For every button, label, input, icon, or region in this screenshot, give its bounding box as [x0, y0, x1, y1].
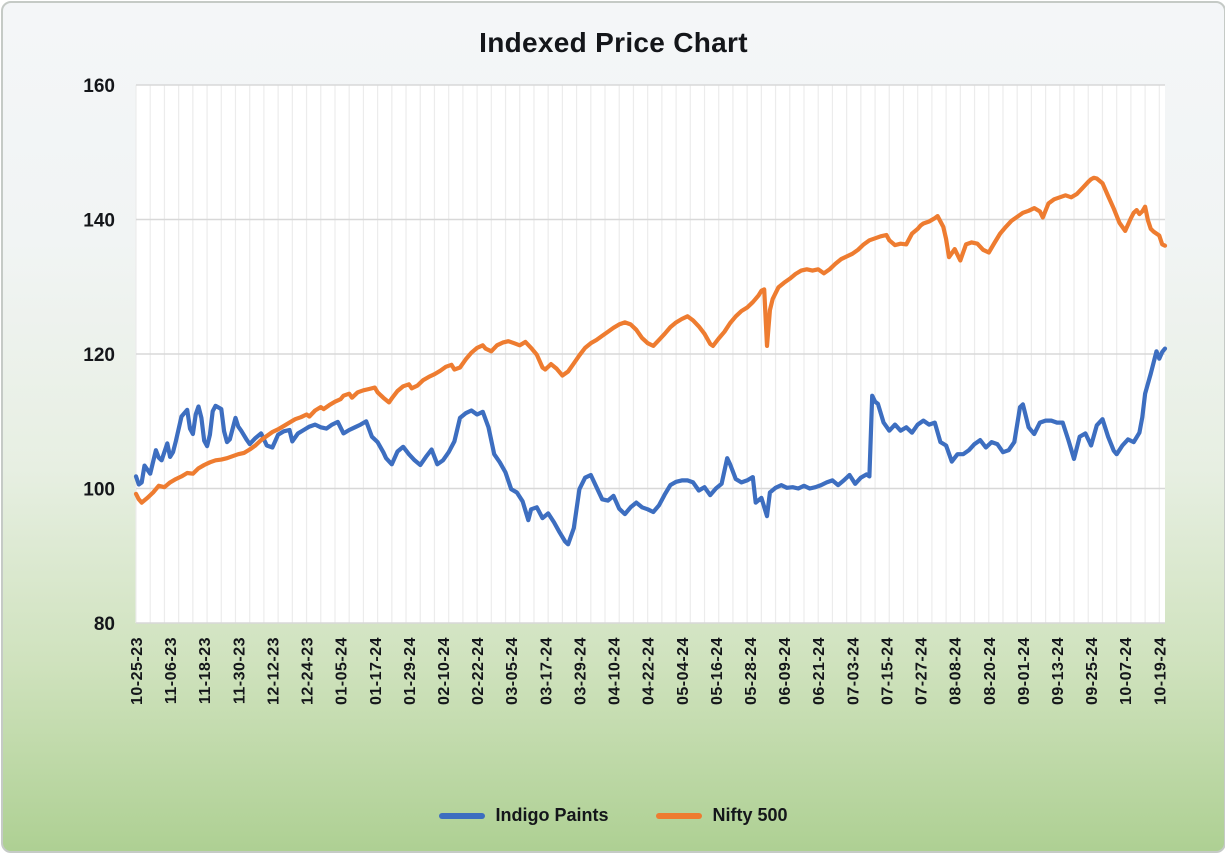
y-axis-tick-label: 140	[83, 211, 115, 232]
legend-label-indigo-paints: Indigo Paints	[495, 805, 609, 825]
legend-item-indigo-paints: Indigo Paints	[439, 805, 608, 826]
x-axis-tick-label: 08-20-24	[982, 637, 999, 705]
x-axis-tick-label: 04-10-24	[607, 637, 624, 705]
legend-swatch-nifty-500	[656, 812, 703, 819]
x-axis-tick-label: 06-09-24	[777, 637, 794, 705]
x-axis-tick-label: 03-17-24	[538, 637, 555, 705]
x-axis-tick-label: 12-24-23	[300, 637, 317, 705]
x-axis-tick-label: 07-27-24	[914, 637, 931, 705]
x-axis-tick-label: 12-12-23	[265, 637, 282, 705]
x-axis-tick-label: 07-15-24	[879, 637, 896, 705]
series-line-nifty-500	[133, 175, 1168, 505]
x-axis-tick-label: 11-30-23	[231, 637, 248, 704]
legend-swatch-indigo-paints	[439, 812, 486, 819]
x-axis-tick-label: 08-08-24	[948, 637, 965, 705]
x-axis-tick-label: 03-29-24	[572, 637, 589, 705]
x-axis-tick-label: 06-21-24	[811, 637, 828, 705]
x-axis-tick-label: 03-05-24	[504, 637, 521, 705]
x-axis-tick-label: 11-06-23	[163, 637, 180, 704]
x-axis-tick-label: 09-25-24	[1084, 637, 1101, 705]
series-line-indigo-paints	[133, 346, 1168, 547]
legend-label-nifty-500: Nifty 500	[712, 805, 788, 825]
chart-title: Indexed Price Chart	[479, 27, 748, 58]
x-axis-tick-label: 09-13-24	[1050, 637, 1067, 705]
legend: Indigo Paints Nifty 500	[3, 805, 1224, 826]
x-axis-tick-label: 01-17-24	[368, 637, 385, 705]
x-axis-tick-label: 05-28-24	[743, 637, 760, 705]
x-axis-tick-label: 01-29-24	[402, 637, 419, 705]
x-axis-tick-label: 07-03-24	[845, 637, 862, 705]
legend-item-nifty-500: Nifty 500	[656, 805, 788, 826]
y-axis-tick-label: 120	[83, 345, 115, 366]
x-axis-tick-label: 02-22-24	[470, 637, 487, 705]
x-axis-tick-label: 01-05-24	[334, 637, 351, 705]
y-axis-tick-label: 100	[83, 480, 115, 501]
x-axis-tick-label: 05-04-24	[675, 637, 692, 705]
y-axis-tick-label: 160	[83, 76, 115, 97]
x-axis-tick-label: 10-19-24	[1152, 637, 1169, 705]
y-axis-tick-label: 80	[94, 614, 115, 635]
x-axis-tick-label: 11-18-23	[197, 637, 214, 704]
x-axis-tick-label: 10-25-23	[129, 637, 146, 705]
x-axis-tick-label: 05-16-24	[709, 637, 726, 705]
x-axis-tick-label: 04-22-24	[641, 637, 658, 705]
x-axis-tick-label: 02-10-24	[436, 637, 453, 705]
x-axis-tick-label: 10-07-24	[1118, 637, 1135, 705]
price-chart: 80 100 120 140 160 10-25-23 11-06-23 11-18-23 11…	[83, 76, 1169, 705]
x-axis-tick-label: 09-01-24	[1016, 637, 1033, 705]
